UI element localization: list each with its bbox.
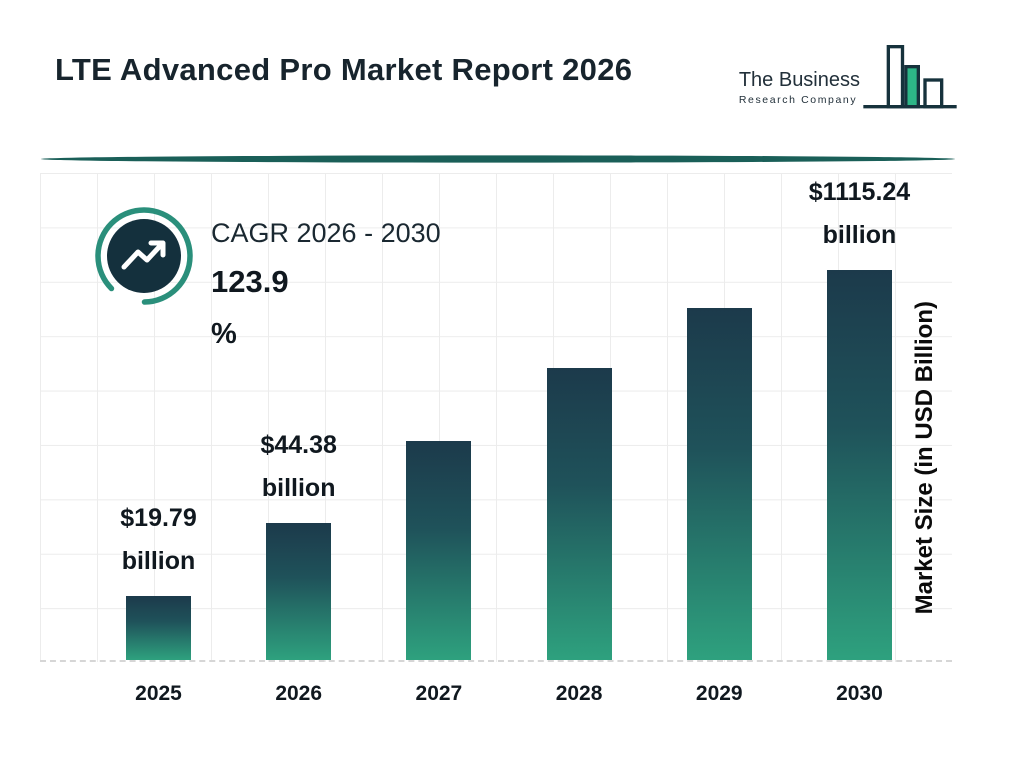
bar-value-label-2030: $1115.24 billion bbox=[808, 177, 911, 250]
x-tick-2029: 2029 bbox=[695, 682, 743, 705]
bar-value-label-2026: $44.38 billion bbox=[260, 430, 337, 503]
bar-cell-2028 bbox=[546, 368, 612, 660]
bar-cell-2027 bbox=[406, 441, 472, 660]
x-axis-labels: 2025 2026 2027 2028 2029 2030 bbox=[40, 682, 952, 706]
cagr-percent-sign: % bbox=[211, 318, 237, 350]
header-divider bbox=[40, 151, 956, 163]
bar-2030 bbox=[826, 270, 892, 660]
cagr-period-label: CAGR 2026 - 2030 bbox=[211, 218, 441, 248]
bar-2028 bbox=[546, 368, 612, 660]
bar-2026 bbox=[266, 523, 332, 660]
bar-cell-2030: $1115.24 billion bbox=[809, 171, 910, 660]
bar-2027 bbox=[406, 441, 472, 660]
company-logo-bar-chart-icon bbox=[860, 38, 960, 122]
x-tick-2025: 2025 bbox=[135, 682, 182, 705]
bar-chart-plot-area: $19.79 billion $44.38 billion $1115.24 billio… bbox=[40, 173, 952, 662]
company-logo-text: The Business Research Company bbox=[739, 68, 860, 106]
bar-2029 bbox=[686, 308, 752, 660]
trending-up-icon bbox=[94, 206, 194, 306]
x-tick-2030: 2030 bbox=[836, 682, 883, 705]
bar-cell-2029 bbox=[686, 308, 752, 660]
cagr-value: 123.9 bbox=[211, 264, 289, 299]
page-title: LTE Advanced Pro Market Report 2026 bbox=[55, 52, 633, 87]
bar-cell-2026: $44.38 billion bbox=[260, 424, 337, 660]
y-axis-label: Market Size (in USD Billion) bbox=[911, 301, 938, 615]
bar-cell-2025: $19.79 billion bbox=[120, 497, 197, 660]
y-axis-label-wrap: Market Size (in USD Billion) bbox=[903, 280, 947, 636]
x-tick-2026: 2026 bbox=[275, 682, 323, 705]
bars-container: $19.79 billion $44.38 billion $1115.24 billio… bbox=[40, 173, 952, 660]
bar-2025 bbox=[126, 596, 191, 660]
logo-name: The Business bbox=[738, 69, 860, 91]
bar-value-label-2025: $19.79 billion bbox=[120, 503, 197, 576]
x-tick-2028: 2028 bbox=[555, 682, 603, 705]
x-tick-2027: 2027 bbox=[415, 682, 463, 705]
logo-subname: Research Company bbox=[738, 94, 858, 106]
